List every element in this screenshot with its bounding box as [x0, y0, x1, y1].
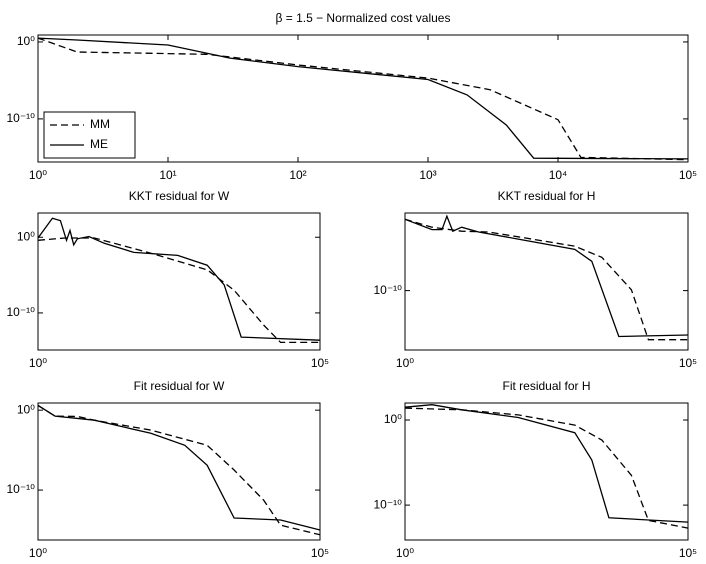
x-tick-label: 10⁰	[29, 546, 47, 560]
y-tick-label: 10⁰	[17, 34, 35, 48]
series-line	[37, 217, 321, 341]
x-tick-label: 10⁵	[679, 168, 697, 182]
series-line	[37, 237, 320, 344]
x-tick-label: 10⁰	[396, 546, 414, 560]
series-line	[37, 404, 321, 536]
y-tick-label: 10⁰	[384, 412, 402, 426]
plot-area	[405, 403, 688, 540]
x-tick-label: 10⁰	[29, 356, 47, 370]
plot-frame	[37, 212, 321, 351]
x-tick-label: 10⁵	[679, 546, 697, 560]
series-line	[37, 37, 689, 160]
plot-area	[405, 213, 688, 350]
legend-box	[43, 111, 136, 159]
y-tick-label: 10⁻¹⁰	[7, 482, 36, 496]
legend-label: ME	[90, 137, 108, 151]
plot-frame	[37, 402, 321, 541]
plot-area	[38, 35, 688, 162]
series-line	[404, 218, 688, 341]
plot-frame	[404, 402, 689, 541]
chart-title: KKT residual for W	[129, 189, 230, 203]
y-tick-label: 10⁻¹⁰	[7, 305, 36, 319]
series-line	[404, 214, 689, 338]
y-tick-label: 10⁰	[17, 402, 35, 416]
x-tick-label: 10⁵	[311, 546, 329, 560]
plot-area	[38, 403, 320, 540]
plot-frame	[404, 212, 689, 351]
plot-area	[38, 213, 320, 350]
x-tick-label: 10³	[419, 168, 436, 182]
y-tick-label: 10⁻¹⁰	[7, 111, 36, 125]
chart-title: Fit residual for W	[134, 379, 225, 393]
legend: MM ME	[43, 111, 136, 159]
y-tick-label: 10⁻¹⁰	[374, 497, 403, 511]
x-tick-label: 10⁰	[29, 168, 47, 182]
chart-title: KKT residual for H	[498, 189, 596, 203]
legend-label: MM	[90, 117, 110, 131]
series-line	[37, 404, 321, 531]
chart-title: Fit residual for H	[502, 379, 590, 393]
chart-title: β = 1.5 − Normalized cost values	[276, 11, 451, 25]
plot-frame	[37, 34, 689, 163]
series-line	[404, 404, 689, 523]
x-tick-label: 10⁵	[311, 356, 329, 370]
y-tick-label: 10⁻¹⁰	[374, 283, 403, 297]
x-tick-label: 10⁰	[396, 356, 414, 370]
x-tick-label: 10⁴	[549, 168, 568, 182]
x-tick-label: 10¹	[159, 168, 176, 182]
x-tick-label: 10²	[289, 168, 306, 182]
x-tick-label: 10⁵	[679, 356, 697, 370]
y-tick-label: 10⁰	[17, 229, 35, 243]
